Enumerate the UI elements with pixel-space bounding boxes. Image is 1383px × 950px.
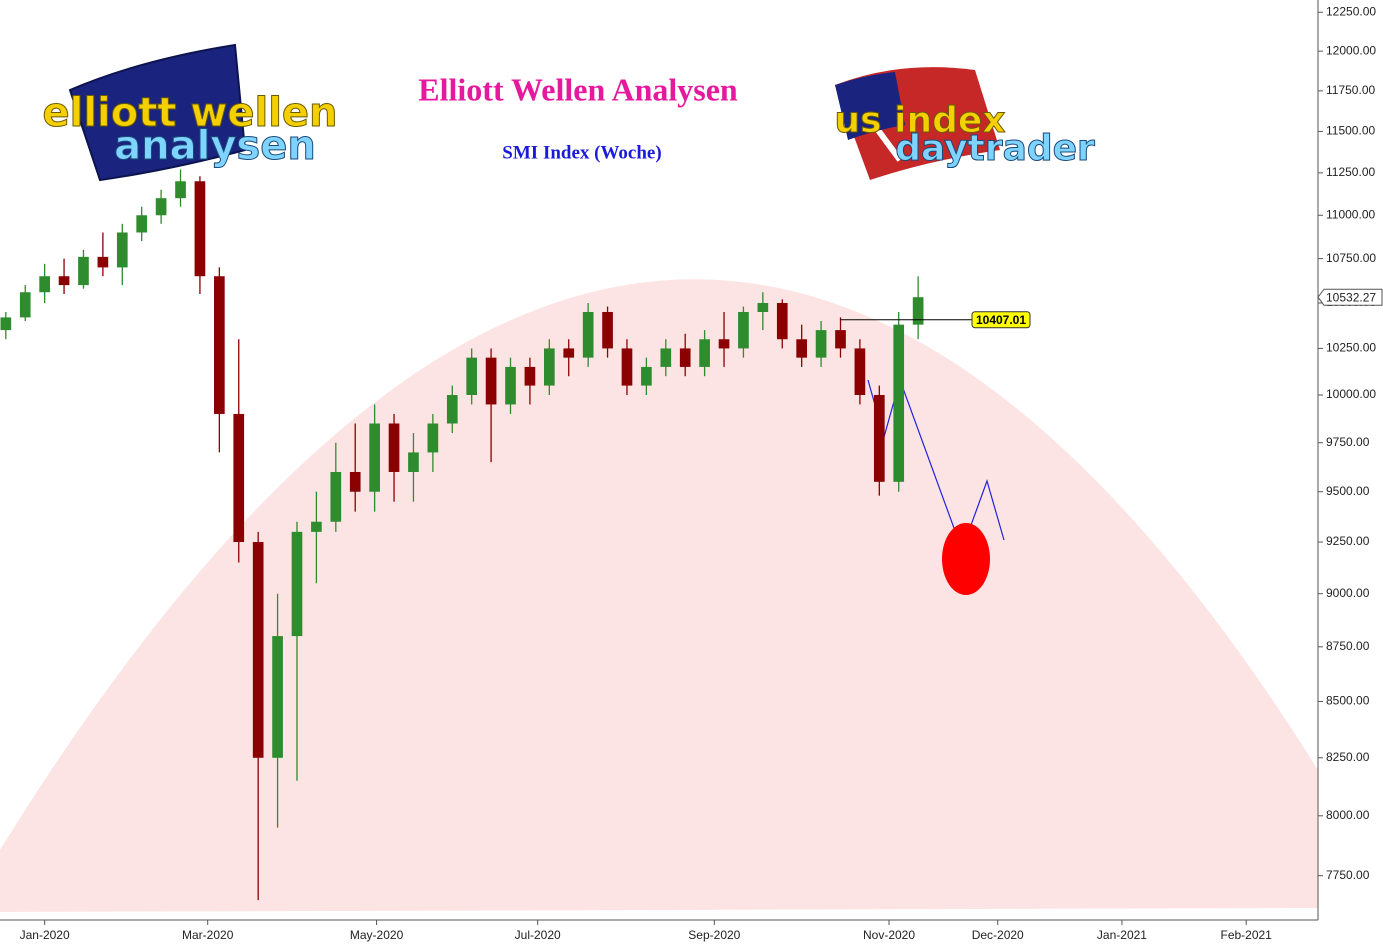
y-tick-label: 9000.00 (1326, 586, 1370, 600)
candle-body (97, 256, 109, 268)
candle-body (39, 276, 50, 293)
candle-body (311, 521, 322, 532)
candle-body (291, 531, 303, 637)
target-zone (942, 523, 990, 595)
candle-body (446, 394, 458, 424)
y-tick-label: 12250.00 (1326, 4, 1376, 18)
y-tick-label: 10000.00 (1326, 387, 1376, 401)
candle-body (58, 276, 70, 286)
candle-body (796, 339, 808, 358)
y-tick-label: 8750.00 (1326, 639, 1370, 653)
last-price-box (1317, 288, 1383, 306)
logo-right: us index daytrader (834, 67, 1096, 180)
x-tick-label: Mar-2020 (182, 928, 234, 942)
candle-body (912, 297, 924, 325)
x-tick-label: Nov-2020 (863, 928, 915, 942)
last-price-label: 10532.27 (1326, 290, 1376, 304)
candle-body (893, 324, 905, 482)
candle-body (194, 181, 206, 277)
candle-body (815, 330, 827, 358)
candle-body (466, 357, 478, 395)
candle-body (427, 423, 439, 453)
candle-body (524, 366, 536, 386)
candle-body (116, 232, 128, 268)
candle-body (349, 471, 361, 492)
logo-text: us index (835, 100, 1006, 141)
candle-body (0, 317, 12, 331)
candle-body (602, 311, 613, 349)
logo-text: elliott wellen (42, 90, 337, 136)
x-tick-label: Jan-2021 (1097, 928, 1147, 942)
candle-body (252, 542, 264, 758)
candle-body (679, 348, 691, 367)
candle-body (330, 471, 342, 522)
candle-body (738, 311, 749, 349)
y-tick-label: 9750.00 (1326, 435, 1370, 449)
y-tick-label: 9500.00 (1326, 484, 1370, 498)
candle-body (582, 311, 594, 358)
x-tick-label: Jan-2020 (20, 928, 70, 942)
y-tick-label: 8000.00 (1326, 808, 1370, 822)
x-tick-label: Jul-2020 (515, 928, 561, 942)
chart-title: Elliott Wellen Analysen (418, 71, 738, 107)
logo-text: daytrader (895, 128, 1095, 169)
candle-body (543, 348, 555, 386)
candle-body (214, 276, 225, 414)
candle-body (776, 302, 788, 340)
candle-body (563, 348, 575, 358)
y-tick-label: 11250.00 (1326, 165, 1375, 179)
x-tick-label: Feb-2021 (1220, 928, 1272, 942)
candle-body (641, 366, 652, 386)
x-tick-label: May-2020 (350, 928, 404, 942)
y-tick-label: 8250.00 (1326, 750, 1370, 764)
candle-body (835, 330, 846, 349)
candle-body (233, 413, 245, 543)
logo-left: elliott wellen analysen (42, 43, 338, 182)
candle-body (19, 292, 31, 318)
candle-body (388, 423, 400, 472)
y-tick-label: 11500.00 (1326, 124, 1375, 138)
x-tick-label: Sep-2020 (688, 928, 740, 942)
eu-flag (68, 43, 247, 182)
candle-body (408, 452, 419, 472)
us-flag-canton (835, 72, 905, 140)
candle-body (621, 348, 633, 386)
y-tick-label: 11000.00 (1326, 207, 1375, 221)
y-tick-label: 10750.00 (1326, 251, 1376, 265)
x-tick-label: Dec-2020 (972, 928, 1024, 942)
candle-body (78, 256, 89, 286)
candle-body (699, 339, 710, 367)
candle-body (136, 215, 148, 233)
y-tick-label: 11750.00 (1326, 83, 1375, 97)
projection-arc (0, 279, 1318, 912)
candle-body (854, 348, 866, 395)
candle-body (873, 394, 885, 482)
candle-body (505, 366, 516, 405)
candle-body (155, 198, 167, 216)
logo-text: analysen (114, 123, 316, 169)
y-tick-label: 8500.00 (1326, 694, 1370, 708)
candle-body (485, 357, 497, 405)
candle-body (369, 423, 380, 492)
candle-body (272, 636, 283, 758)
y-tick-label: 10250.00 (1326, 341, 1376, 355)
candle-body (175, 181, 186, 199)
y-tick-label: 12000.00 (1326, 43, 1376, 57)
chart-subtitle: SMI Index (Woche) (502, 142, 661, 163)
level-label-box (971, 311, 1031, 329)
candle-body (718, 339, 730, 349)
y-tick-label: 7750.00 (1326, 868, 1370, 882)
level-label: 10407.01 (976, 313, 1026, 327)
candle-body (757, 302, 769, 312)
y-tick-label: 9250.00 (1326, 534, 1370, 548)
candle-body (660, 348, 672, 367)
